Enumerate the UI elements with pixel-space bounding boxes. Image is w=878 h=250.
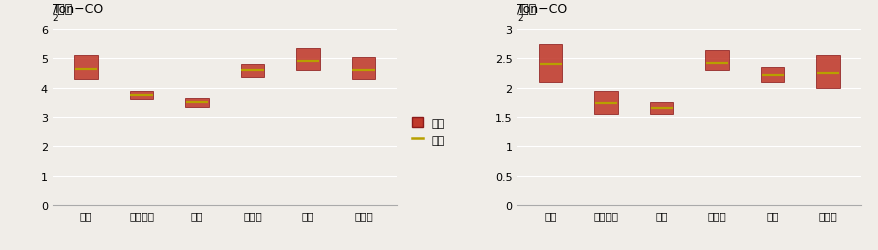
Bar	[649, 103, 673, 115]
Text: Ton−CO: Ton−CO	[517, 3, 567, 16]
Text: /가구: /가구	[53, 3, 72, 16]
Text: 2: 2	[517, 14, 522, 23]
Bar	[760, 68, 783, 82]
Bar	[705, 50, 728, 71]
Bar	[130, 91, 153, 100]
Bar	[351, 58, 375, 80]
Bar	[594, 91, 617, 114]
Bar	[816, 56, 838, 88]
Bar	[538, 44, 562, 82]
Bar	[185, 98, 208, 107]
Text: /가구: /가구	[517, 3, 536, 16]
Text: 2: 2	[53, 14, 58, 23]
Bar	[75, 56, 97, 80]
Bar	[296, 49, 320, 71]
Bar	[241, 65, 264, 78]
Text: Ton−CO: Ton−CO	[53, 3, 103, 16]
Legend: 범위, 평균: 범위, 평균	[409, 116, 447, 147]
